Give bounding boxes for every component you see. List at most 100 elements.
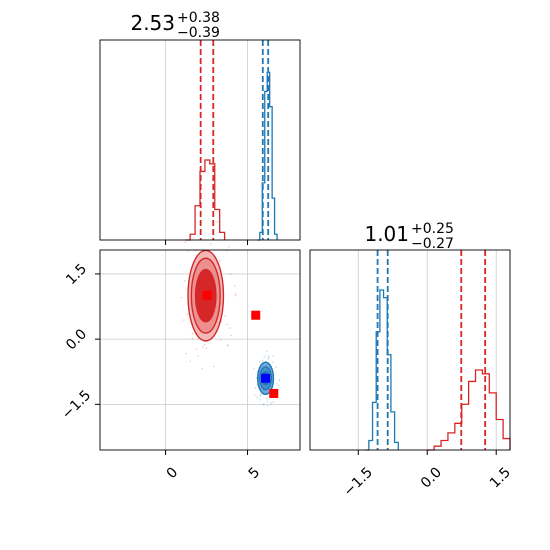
sample-point: [254, 386, 257, 389]
credible-interval-lines: [199, 40, 270, 240]
histogram-red: [427, 369, 511, 451]
sample-point: [268, 355, 270, 358]
sample-point: [264, 354, 267, 357]
title-param1-value: 2.53: [130, 11, 175, 35]
sample-point: [203, 343, 206, 346]
sample-point: [186, 313, 189, 316]
sample-point: [192, 237, 195, 239]
sample-point: [183, 280, 186, 282]
axes-frame: [309, 249, 511, 451]
sample-point: [183, 319, 185, 321]
sample-point: [266, 350, 268, 352]
sample-point: [259, 393, 262, 396]
sample-point: [187, 250, 190, 252]
sample-point: [234, 294, 237, 297]
sample-point: [191, 332, 194, 335]
sample-point: [254, 394, 256, 397]
sample-point: [226, 344, 229, 346]
x-tick-label: 5: [246, 464, 264, 482]
grid-lines: [165, 40, 248, 240]
sample-point: [219, 259, 221, 262]
y-tick-label: 1.5: [63, 261, 90, 288]
joint-distribution: 0 5 −1.5 0.0 1.5: [59, 221, 301, 482]
axis-ticks: [95, 273, 249, 455]
sample-point: [256, 396, 258, 399]
x-tick-label: 0: [164, 464, 182, 482]
sample-point: [224, 236, 226, 239]
sample-point: [266, 404, 269, 407]
sample-point: [258, 361, 261, 363]
sample-point: [260, 392, 262, 395]
histogram-blue: [365, 289, 399, 451]
sample-point: [230, 334, 232, 337]
sample-point: [216, 221, 219, 223]
title-param2-minus: −0.27: [411, 236, 454, 252]
marginal-histogram-param2: 1.01 +0.25 −0.27 −1.5 0.0 1.5: [309, 221, 514, 500]
sample-point: [191, 337, 194, 340]
title-param2-plus: +0.25: [411, 221, 454, 237]
marker-marker_red: [269, 388, 279, 398]
sample-point: [255, 377, 258, 379]
sample-point: [212, 365, 215, 368]
sample-point: [201, 367, 203, 370]
sample-point: [253, 367, 255, 370]
sample-point: [278, 378, 281, 381]
y-tick-label: 0.0: [63, 326, 90, 353]
sample-point: [267, 358, 269, 360]
sample-point: [219, 261, 221, 264]
marginal-histogram-param1: 2.53 +0.38 −0.39: [99, 10, 301, 245]
title-param2-value: 1.01: [364, 222, 409, 246]
sample-point: [185, 352, 188, 355]
sample-point: [229, 273, 232, 275]
x-tick-label: −1.5: [341, 464, 376, 499]
sample-point: [227, 344, 229, 347]
x-ticks: [357, 450, 497, 455]
sample-point: [262, 403, 265, 406]
grid-lines: [357, 250, 497, 450]
sample-point: [269, 403, 272, 406]
marker-marker_blue: [261, 373, 271, 383]
sample-point: [228, 327, 231, 329]
sample-point: [224, 315, 226, 317]
histogram-blue: [257, 71, 278, 241]
sample-point: [272, 361, 274, 364]
sample-point: [275, 366, 277, 369]
y-tick-label: −1.5: [59, 387, 94, 422]
point-markers: [202, 290, 279, 398]
sample-point: [189, 360, 192, 363]
sample-point: [195, 348, 198, 350]
sample-point: [202, 346, 204, 348]
sample-point: [234, 293, 237, 296]
sample-point: [263, 403, 265, 406]
sample-point: [267, 356, 270, 359]
title-param1-minus: −0.39: [177, 25, 220, 41]
sample-point: [205, 347, 208, 349]
marker-marker_red: [202, 290, 212, 300]
x-tick-label: 1.5: [487, 464, 514, 491]
sample-point: [180, 296, 183, 299]
sample-point: [270, 401, 273, 404]
sample-point: [278, 385, 280, 387]
sample-point: [210, 242, 212, 245]
sample-point: [226, 323, 228, 326]
title-param1-plus: +0.38: [177, 10, 220, 26]
sample-point: [227, 246, 230, 248]
sample-point: [276, 383, 279, 385]
sample-point: [265, 397, 268, 399]
histogram-series: [365, 289, 511, 451]
sample-point: [278, 380, 281, 382]
sample-point: [272, 401, 275, 403]
sample-point: [266, 400, 269, 403]
sample-point: [197, 338, 200, 341]
sample-point: [184, 241, 186, 244]
sample-point: [219, 339, 222, 341]
histogram-red: [185, 159, 226, 241]
x-ticks: [165, 240, 249, 245]
credible-interval-lines: [376, 250, 487, 450]
density-contours: [187, 249, 275, 396]
x-tick-label: 0.0: [418, 464, 445, 491]
sample-point: [263, 356, 265, 359]
x-tick-labels: −1.5 0.0 1.5: [341, 464, 514, 499]
axes-frame: [99, 39, 301, 241]
